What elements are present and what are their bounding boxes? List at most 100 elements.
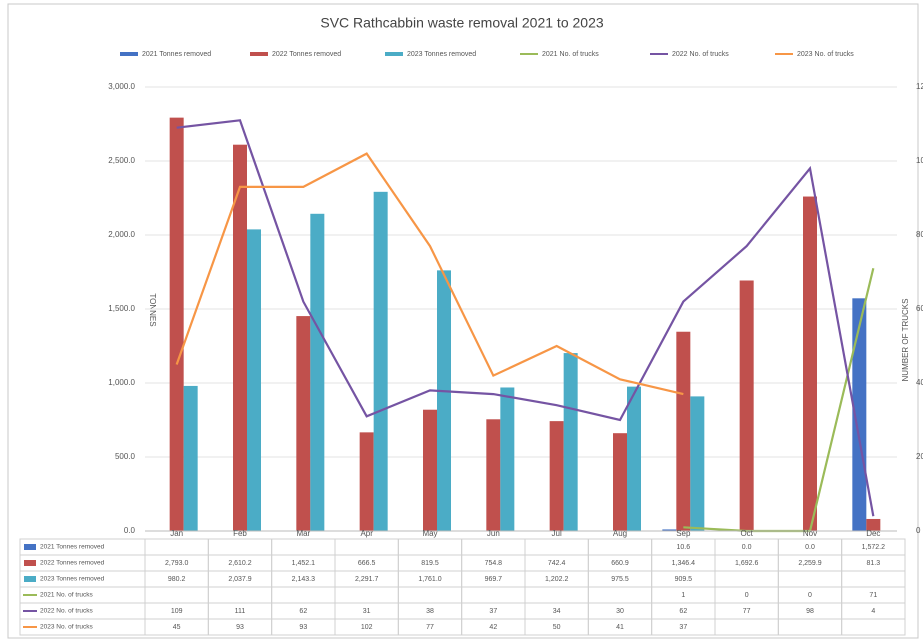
y-tick-label: 1,500.0 bbox=[108, 304, 135, 313]
table-value: 34 bbox=[553, 608, 561, 615]
table-row-label: 2023 No. of trucks bbox=[40, 624, 93, 631]
table-value: 742.4 bbox=[548, 560, 566, 567]
table-value: 2,143.3 bbox=[292, 576, 315, 583]
table-value: 71 bbox=[869, 592, 877, 599]
table-value: 93 bbox=[236, 624, 244, 631]
y-tick-label: 500.0 bbox=[115, 452, 136, 461]
bar bbox=[359, 432, 374, 531]
bar bbox=[373, 191, 388, 531]
bar bbox=[233, 144, 247, 531]
table-row-label: 2022 No. of trucks bbox=[40, 608, 93, 615]
chart-frame bbox=[7, 3, 919, 639]
x-tick-label: Aug bbox=[613, 529, 627, 538]
bar bbox=[739, 280, 754, 531]
table-value: 93 bbox=[299, 624, 307, 631]
table-value: 38 bbox=[426, 608, 434, 615]
table-value: 31 bbox=[363, 608, 371, 615]
y2-tick-label: 40 bbox=[916, 378, 923, 387]
table-value: 1,572.2 bbox=[862, 544, 885, 551]
x-tick-label: May bbox=[422, 529, 437, 538]
table-value: 77 bbox=[426, 624, 434, 631]
table-value: 109 bbox=[171, 608, 183, 615]
table-value: 30 bbox=[616, 608, 624, 615]
table-value: 2,291.7 bbox=[355, 576, 378, 583]
legend-label: 2023 No. of trucks bbox=[797, 51, 854, 58]
bar bbox=[500, 387, 515, 531]
table-value: 41 bbox=[616, 624, 624, 631]
bar bbox=[169, 117, 184, 532]
bar bbox=[627, 386, 641, 531]
table-value: 660.9 bbox=[611, 560, 629, 567]
table-value: 1 bbox=[681, 592, 685, 599]
legend-label: 2022 No. of trucks bbox=[672, 51, 729, 58]
y-tick-label: 2,000.0 bbox=[108, 230, 135, 239]
table-value: 1,346.4 bbox=[672, 560, 695, 567]
table-swatch bbox=[24, 544, 36, 550]
table-value: 754.8 bbox=[485, 560, 503, 567]
table-value: 2,793.0 bbox=[165, 560, 188, 567]
table-value: 0.0 bbox=[805, 544, 815, 551]
table-value: 77 bbox=[743, 608, 751, 615]
legend-swatch bbox=[385, 52, 403, 56]
table-value: 98 bbox=[806, 608, 814, 615]
bar bbox=[563, 353, 578, 531]
x-tick-label: Feb bbox=[233, 529, 247, 538]
y2-tick-label: 120 bbox=[916, 82, 923, 91]
bar bbox=[549, 421, 564, 531]
legend-label: 2021 Tonnes removed bbox=[142, 51, 211, 58]
x-tick-label: Nov bbox=[803, 529, 817, 538]
y-tick-label: 2,500.0 bbox=[108, 156, 135, 165]
legend-label: 2022 Tonnes removed bbox=[272, 51, 341, 58]
bar bbox=[613, 433, 627, 531]
table-value: 1,761.0 bbox=[418, 576, 441, 583]
bar bbox=[803, 196, 817, 532]
table-value: 81.3 bbox=[867, 560, 881, 567]
table-value: 0 bbox=[808, 592, 812, 599]
table-row-label: 2022 Tonnes removed bbox=[40, 560, 105, 567]
bar bbox=[296, 316, 311, 531]
table-value: 2,610.2 bbox=[228, 560, 251, 567]
table-row-label: 2021 No. of trucks bbox=[40, 592, 93, 599]
bar bbox=[437, 270, 451, 531]
table-value: 909.5 bbox=[675, 576, 693, 583]
x-tick-label: Jan bbox=[170, 529, 183, 538]
bar bbox=[247, 229, 261, 531]
bar bbox=[866, 518, 881, 531]
table-value: 102 bbox=[361, 624, 373, 631]
table-value: 819.5 bbox=[421, 560, 439, 567]
bar bbox=[423, 409, 437, 531]
y-axis-title: TONNES bbox=[148, 293, 157, 326]
y2-tick-label: 100 bbox=[916, 156, 923, 165]
bar bbox=[690, 396, 705, 531]
table-value: 62 bbox=[679, 608, 687, 615]
y2-tick-label: 80 bbox=[916, 230, 923, 239]
table-value: 42 bbox=[489, 624, 497, 631]
table-value: 2,259.9 bbox=[798, 560, 821, 567]
y2-tick-label: 0 bbox=[916, 526, 921, 535]
table-value: 37 bbox=[489, 608, 497, 615]
table-value: 111 bbox=[235, 608, 246, 615]
table-value: 45 bbox=[173, 624, 181, 631]
legend-swatch bbox=[250, 52, 268, 56]
table-value: 666.5 bbox=[358, 560, 376, 567]
x-tick-label: Apr bbox=[360, 529, 373, 538]
y-tick-label: 3,000.0 bbox=[108, 82, 135, 91]
bar bbox=[852, 298, 867, 531]
legend-swatch bbox=[120, 52, 138, 56]
table-value: 969.7 bbox=[485, 576, 503, 583]
table-swatch bbox=[24, 576, 36, 582]
x-tick-label: Oct bbox=[740, 529, 753, 538]
y2-axis-title: NUMBER OF TRUCKS bbox=[901, 299, 910, 382]
bar bbox=[310, 213, 325, 531]
table-swatch bbox=[24, 560, 36, 566]
bar bbox=[183, 385, 198, 531]
x-tick-label: Sep bbox=[676, 529, 691, 538]
bar bbox=[676, 331, 691, 531]
table-row-label: 2021 Tonnes removed bbox=[40, 544, 105, 551]
line bbox=[175, 152, 684, 396]
y2-tick-label: 60 bbox=[916, 304, 923, 313]
y-tick-label: 0.0 bbox=[124, 526, 136, 535]
legend-label: 2021 No. of trucks bbox=[542, 51, 599, 58]
